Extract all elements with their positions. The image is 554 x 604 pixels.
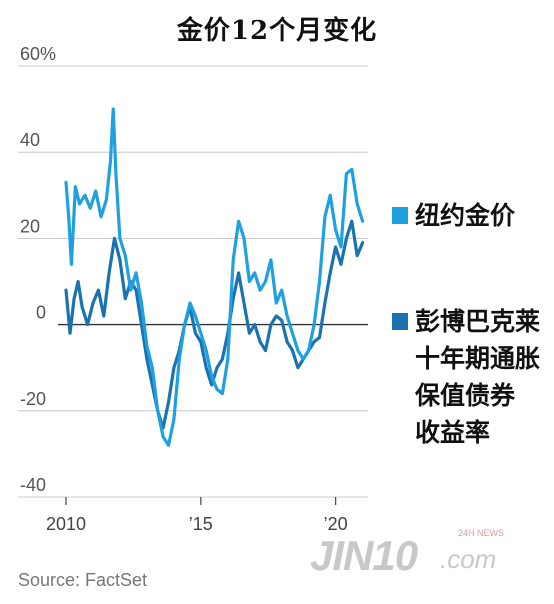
y-tick-label: 40 xyxy=(20,130,40,150)
legend-swatch-tips xyxy=(392,313,408,330)
series-layer xyxy=(64,107,365,447)
grid-layer xyxy=(18,65,368,498)
watermark-main: JIN10 xyxy=(310,532,418,579)
y-tick-label: -40 xyxy=(20,475,46,495)
x-tick-label: 2010 xyxy=(46,514,86,534)
y-tick-label: 0 xyxy=(36,303,46,323)
y-tick-label: 60% xyxy=(20,44,56,64)
watermark-suffix: .com xyxy=(440,544,497,574)
y-tick-label: 20 xyxy=(20,216,40,236)
legend-label-tips-2: 十年期通胀 xyxy=(415,344,541,373)
x-tick-label: ’20 xyxy=(324,514,348,534)
source-note: Source: FactSet xyxy=(18,570,148,590)
watermark-badge: 24H NEWS xyxy=(458,528,505,538)
legend-label-tips-3: 保值债券 xyxy=(415,381,516,410)
series-line-tips xyxy=(64,219,365,430)
x-tick-label: ’15 xyxy=(189,514,213,534)
series-line-gold xyxy=(64,107,365,447)
y-tick-labels: 60% 40 20 0 -20 -40 xyxy=(20,44,56,495)
y-tick-label: -20 xyxy=(20,389,46,409)
watermark-logo: JIN10 .com 24H NEWS xyxy=(310,524,510,584)
chart-title: 金价12个月变化 xyxy=(176,16,378,46)
legend-label-tips-4: 收益率 xyxy=(415,418,491,447)
legend-label-tips-1: 彭博巴克莱 xyxy=(415,307,541,336)
x-tick-labels: 2010 ’15 ’20 xyxy=(46,497,348,534)
legend-swatch-gold xyxy=(392,207,408,224)
legend-label-gold: 纽约金价 xyxy=(415,201,516,230)
